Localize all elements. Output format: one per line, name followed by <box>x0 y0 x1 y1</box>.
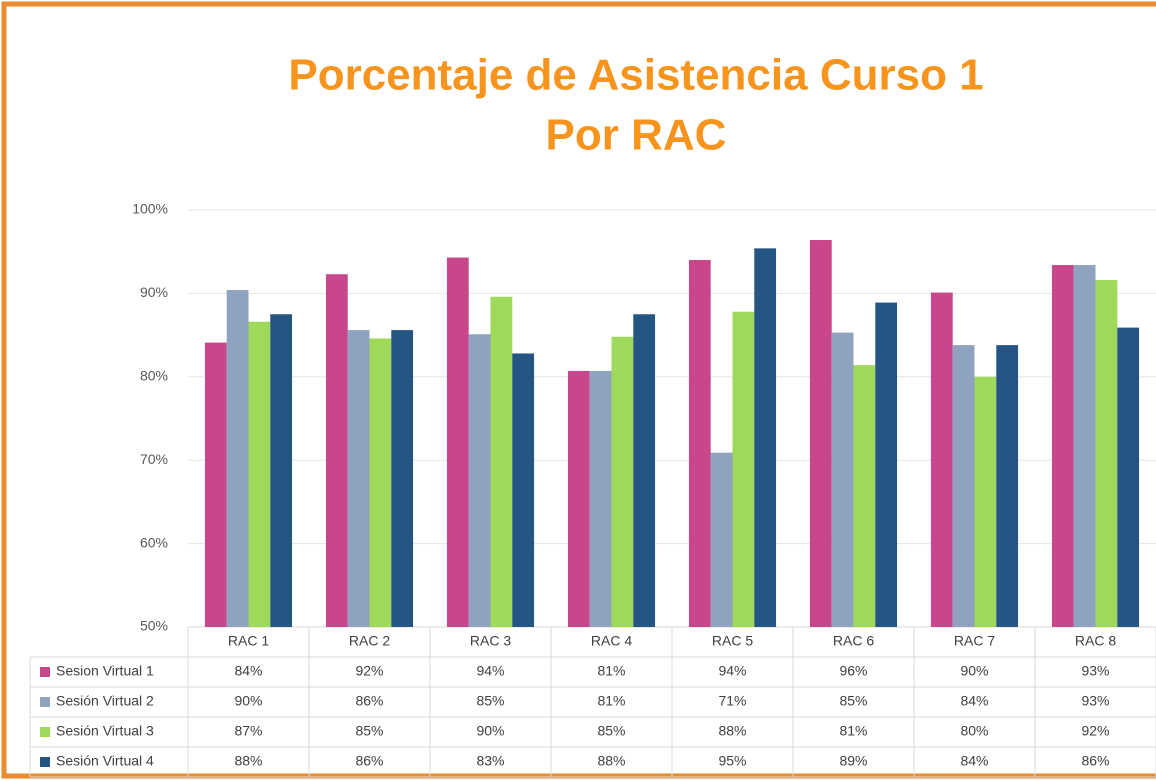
bar <box>468 334 491 627</box>
y-tick-label: 50% <box>140 618 168 634</box>
bar <box>611 336 634 627</box>
y-tick-label: 70% <box>140 451 168 467</box>
bar <box>930 292 953 627</box>
x-tick-label: RAC 3 <box>470 633 511 649</box>
chart-title: Porcentaje de Asistencia Curso 1 <box>288 51 983 100</box>
bar <box>347 330 370 627</box>
bar <box>732 311 755 627</box>
bar <box>446 257 469 627</box>
chart-title: Por RAC <box>546 111 727 160</box>
bar <box>853 365 876 627</box>
data-label: 90% <box>476 723 504 739</box>
data-label: 86% <box>355 693 383 709</box>
bar <box>512 353 535 627</box>
bar <box>633 314 656 627</box>
bar <box>754 248 777 627</box>
data-label: 86% <box>1081 753 1109 769</box>
bar <box>809 240 832 628</box>
x-tick-label: RAC 8 <box>1075 633 1116 649</box>
x-tick-label: RAC 7 <box>954 633 995 649</box>
legend-label: Sesion Virtual 1 <box>56 663 154 679</box>
data-label: 94% <box>476 663 504 679</box>
bar <box>974 376 997 627</box>
data-label: 93% <box>1081 663 1109 679</box>
bar <box>391 330 414 627</box>
data-label: 95% <box>718 753 746 769</box>
data-label: 81% <box>597 663 625 679</box>
bar <box>369 338 392 627</box>
legend-label: Sesión Virtual 4 <box>56 753 154 769</box>
data-label: 85% <box>476 693 504 709</box>
legend-swatch <box>40 697 50 707</box>
bar <box>688 260 711 627</box>
x-tick-label: RAC 4 <box>591 633 632 649</box>
bar <box>1073 265 1096 627</box>
bar <box>589 370 612 627</box>
data-label: 89% <box>839 753 867 769</box>
bar <box>226 290 249 627</box>
legend-label: Sesión Virtual 3 <box>56 723 154 739</box>
data-label: 81% <box>597 693 625 709</box>
data-label: 90% <box>960 663 988 679</box>
data-label: 86% <box>355 753 383 769</box>
bar <box>996 345 1019 627</box>
y-tick-label: 100% <box>132 201 168 217</box>
data-label: 71% <box>718 693 746 709</box>
data-label: 87% <box>234 723 262 739</box>
y-tick-label: 60% <box>140 534 168 550</box>
data-label: 85% <box>355 723 383 739</box>
bar <box>875 302 898 627</box>
bar <box>831 332 854 627</box>
data-label: 92% <box>1081 723 1109 739</box>
bar <box>567 370 590 627</box>
bar <box>1095 280 1118 627</box>
y-tick-label: 80% <box>140 368 168 384</box>
data-label: 80% <box>960 723 988 739</box>
legend-swatch <box>40 757 50 767</box>
data-label: 96% <box>839 663 867 679</box>
bar <box>248 321 271 627</box>
data-label: 84% <box>960 753 988 769</box>
data-label: 81% <box>839 723 867 739</box>
bar <box>270 314 293 627</box>
bar <box>490 296 513 627</box>
data-label: 85% <box>597 723 625 739</box>
data-label: 88% <box>718 723 746 739</box>
legend-swatch <box>40 667 50 677</box>
x-tick-label: RAC 1 <box>228 633 269 649</box>
x-tick-label: RAC 2 <box>349 633 390 649</box>
data-label: 84% <box>234 663 262 679</box>
data-label: 90% <box>234 693 262 709</box>
data-label: 92% <box>355 663 383 679</box>
bar <box>1051 265 1074 627</box>
bar <box>952 345 975 627</box>
data-label: 88% <box>597 753 625 769</box>
data-label: 94% <box>718 663 746 679</box>
bar <box>1117 327 1140 627</box>
bar <box>710 452 733 627</box>
x-tick-label: RAC 5 <box>712 633 753 649</box>
legend-label: Sesión Virtual 2 <box>56 693 154 709</box>
data-label: 93% <box>1081 693 1109 709</box>
data-label: 88% <box>234 753 262 769</box>
bar <box>325 274 348 627</box>
legend-swatch <box>40 727 50 737</box>
y-tick-label: 90% <box>140 284 168 300</box>
data-label: 84% <box>960 693 988 709</box>
data-label: 83% <box>476 753 504 769</box>
data-label: 85% <box>839 693 867 709</box>
bar <box>204 342 227 627</box>
x-tick-label: RAC 6 <box>833 633 874 649</box>
